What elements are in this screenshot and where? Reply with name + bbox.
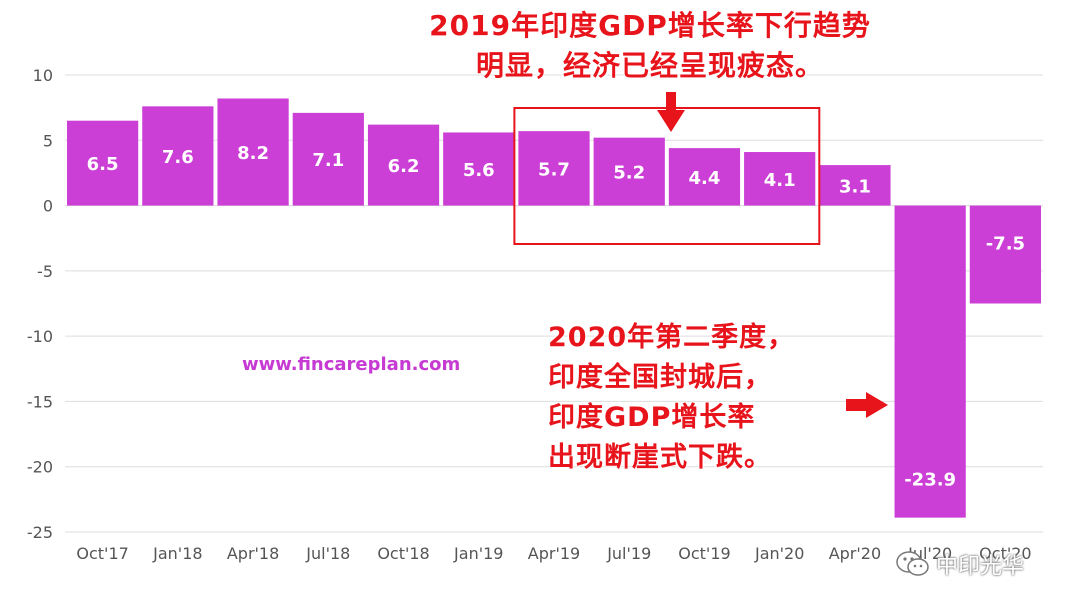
top-annotation: 2019年印度GDP增长率下行趋势 明显，经济已经呈现疲态。 xyxy=(360,6,940,86)
x-tick-label: Oct'20 xyxy=(979,544,1031,563)
y-tick-label: 10 xyxy=(33,66,53,85)
bottom-annotation-line: 印度全国封城后， xyxy=(548,362,772,393)
bar-value-label: 3.1 xyxy=(839,176,871,197)
bar xyxy=(593,137,665,206)
x-tick-label: Jul'19 xyxy=(606,544,651,563)
x-tick-label: Oct'17 xyxy=(76,544,128,563)
bar-value-label: -23.9 xyxy=(904,470,956,491)
bar-value-label: 5.7 xyxy=(538,159,570,180)
y-tick-label: -20 xyxy=(27,458,53,477)
watermark-url: www.fincareplan.com xyxy=(242,354,461,375)
y-tick-label: -25 xyxy=(27,523,53,542)
bar xyxy=(292,112,364,206)
bar-value-label: 4.1 xyxy=(764,170,796,191)
bottom-annotation-line: 出现断崖式下跌。 xyxy=(548,442,772,473)
bar-value-label: 6.2 xyxy=(388,156,420,177)
arrow-down-icon xyxy=(657,92,685,132)
x-tick-label: Jan'20 xyxy=(754,544,804,563)
x-tick-label: Apr'19 xyxy=(528,544,580,563)
wechat-icon xyxy=(896,551,929,576)
y-tick-label: 0 xyxy=(43,197,53,216)
bar xyxy=(518,131,590,206)
bar xyxy=(443,132,515,206)
bar xyxy=(969,205,1041,304)
x-tick-label: Apr'18 xyxy=(227,544,279,563)
wechat-watermark: 中印光华 xyxy=(896,548,1024,580)
x-tick-label: Apr'20 xyxy=(829,544,881,563)
bars: 6.5 7.6 8.2 7.1 6.2 5.6 5.7 5.2 4.4 4.1 3.1 -23.9 -7… xyxy=(67,98,1041,518)
x-tick-label: Jul'18 xyxy=(305,544,350,563)
top-annotation-line: 2019年印度GDP增长率下行趋势 xyxy=(429,9,871,42)
bar-value-label: -7.5 xyxy=(986,234,1025,255)
bottom-annotation: 2020年第二季度， 印度全国封城后， 印度GDP增长率 出现断崖式下跌。 xyxy=(548,318,868,478)
bottom-annotation-line: 印度GDP增长率 xyxy=(548,402,756,433)
bar-value-label: 5.6 xyxy=(463,160,495,181)
bar xyxy=(744,152,816,206)
y-tick-label: -5 xyxy=(37,262,53,281)
bar xyxy=(894,205,966,518)
x-tick-label: Jan'19 xyxy=(453,544,503,563)
bar-value-label: 7.6 xyxy=(162,147,194,168)
x-tick-label: Oct'18 xyxy=(377,544,429,563)
bar-value-label: 6.5 xyxy=(87,154,119,175)
wechat-source-name: 中印光华 xyxy=(936,554,1025,579)
bar-value-label: 7.1 xyxy=(312,150,344,171)
bar-value-label: 8.2 xyxy=(237,143,269,164)
bar xyxy=(668,148,741,206)
bar xyxy=(67,120,139,206)
bar xyxy=(367,124,440,206)
bottom-annotation-line: 2020年第二季度， xyxy=(548,322,796,353)
bar-value-label: 5.2 xyxy=(613,163,645,184)
bar xyxy=(819,165,891,206)
top-annotation-line: 明显，经济已经呈现疲态。 xyxy=(475,49,824,82)
bar xyxy=(217,98,289,206)
x-axis-ticks: Oct'17 Jan'18 Apr'18 Jul'18 Oct'18 Jan'19 Apr'… xyxy=(76,544,1031,563)
y-tick-label: -10 xyxy=(27,327,53,346)
x-tick-label: Jan'18 xyxy=(152,544,202,563)
y-tick-label: -15 xyxy=(27,392,53,411)
y-axis-ticks: 10 5 0 -5 -10 -15 -20 -25 xyxy=(27,66,53,542)
bar-value-label: 4.4 xyxy=(689,168,721,189)
x-tick-label: Oct'19 xyxy=(678,544,730,563)
arrow-right-icon xyxy=(846,392,888,418)
bar xyxy=(142,106,214,206)
y-tick-label: 5 xyxy=(43,131,53,150)
